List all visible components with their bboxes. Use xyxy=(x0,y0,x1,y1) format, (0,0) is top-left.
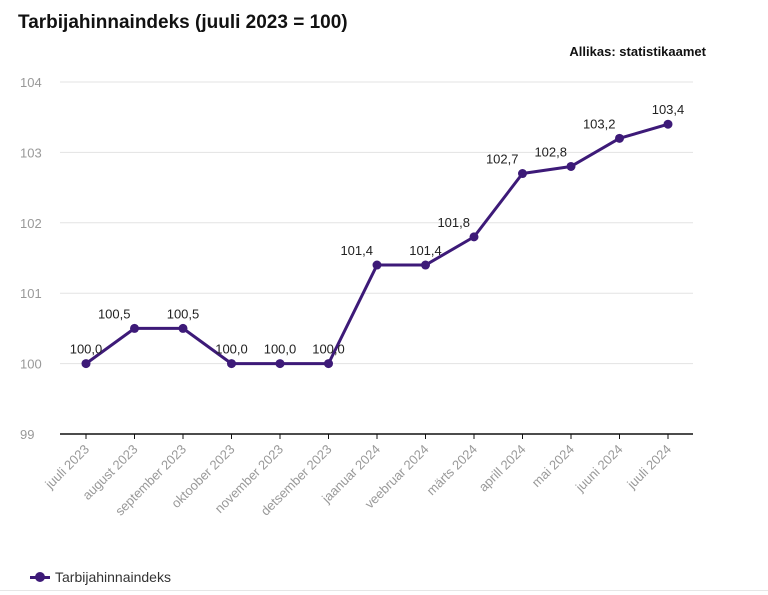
data-label: 101,4 xyxy=(409,243,442,258)
data-labels: 100,0 100,5 100,5 100,0 100,0 100,0 101,4 101,4… xyxy=(70,102,685,356)
chart-source: Allikas: statistikaamet xyxy=(569,44,706,59)
y-tick-label: 103 xyxy=(20,145,42,160)
grid-lines xyxy=(60,81,693,365)
data-point xyxy=(275,359,285,369)
data-point xyxy=(566,161,576,171)
x-tick-label: mai 2024 xyxy=(529,442,577,490)
series-line xyxy=(81,119,673,369)
bottom-divider xyxy=(0,590,768,591)
data-point xyxy=(130,323,139,333)
data-label: 103,2 xyxy=(583,116,616,131)
x-tick-label: juuni 2024 xyxy=(572,442,626,496)
legend-label: Tarbijahinnaindeks xyxy=(55,569,171,585)
legend-swatch-icon xyxy=(30,570,50,584)
data-label: 100,0 xyxy=(312,342,345,357)
x-tick-label: aprill 2024 xyxy=(476,442,529,495)
x-tick-label: märts 2024 xyxy=(424,442,481,499)
data-label: 100,0 xyxy=(215,342,248,357)
data-point xyxy=(615,133,624,143)
legend[interactable]: Tarbijahinnaindeks xyxy=(30,569,171,585)
data-point xyxy=(518,169,527,179)
y-tick-label: 99 xyxy=(20,427,34,442)
chart-title: Tarbijahinnaindeks (juuli 2023 = 100) xyxy=(18,12,348,33)
data-point xyxy=(663,119,673,129)
x-tick-label: juuli 2023 xyxy=(41,442,92,493)
data-label: 100,5 xyxy=(167,306,200,321)
y-tick-label: 100 xyxy=(20,357,42,372)
data-label: 102,7 xyxy=(486,152,519,167)
data-label: 100,5 xyxy=(98,306,131,321)
data-point xyxy=(81,359,91,369)
y-tick-label: 101 xyxy=(20,286,42,301)
data-point xyxy=(178,323,188,333)
x-tick-label: juuli 2024 xyxy=(623,442,674,493)
data-label: 103,4 xyxy=(652,102,685,117)
data-label: 102,8 xyxy=(534,144,567,159)
series-line-path xyxy=(85,122,669,366)
data-label: 101,4 xyxy=(340,243,373,258)
y-tick-label: 104 xyxy=(20,75,42,90)
data-point xyxy=(421,260,430,270)
y-tick-label: 102 xyxy=(20,216,42,231)
data-point xyxy=(469,232,479,242)
data-label: 100,0 xyxy=(70,342,103,357)
y-axis: 99 100 101 102 103 104 xyxy=(20,75,693,442)
data-label: 101,8 xyxy=(437,215,470,230)
data-point xyxy=(324,359,333,369)
data-label: 100,0 xyxy=(264,342,297,357)
data-point xyxy=(227,359,236,369)
data-point xyxy=(372,260,382,270)
